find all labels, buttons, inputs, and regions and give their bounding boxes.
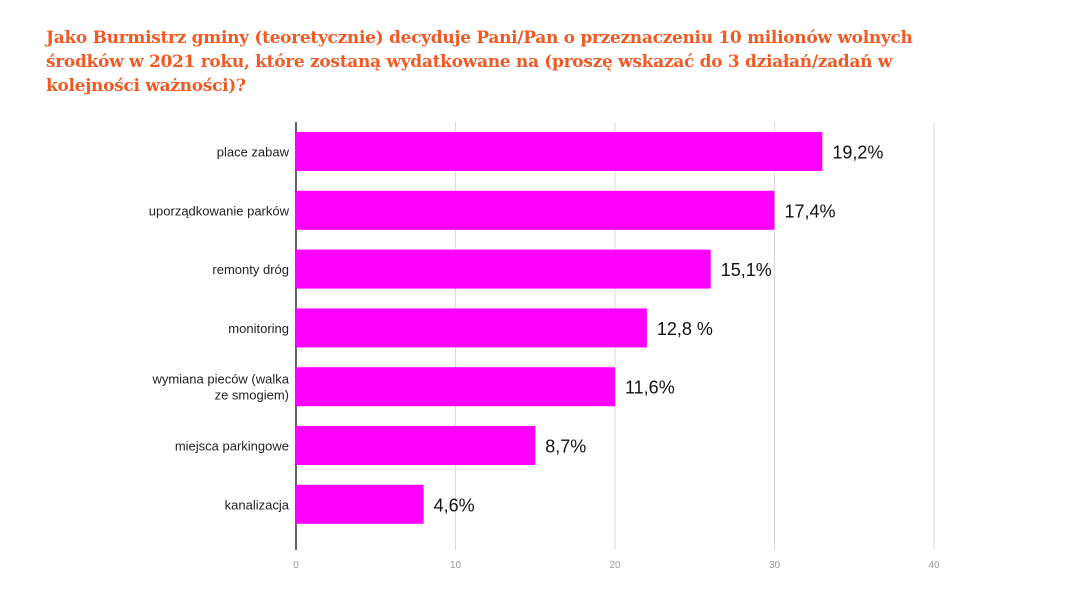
category-label: miejsca parkingowe	[175, 439, 289, 454]
bar	[296, 132, 823, 171]
chart-title-line-1: Jako Burmistrz gminy (teoretycznie) decy…	[46, 28, 913, 48]
data-label: 8,7%	[545, 437, 586, 457]
category-label: uporządkowanie parków	[149, 203, 290, 218]
category-label: wymiana pieców (walka	[151, 372, 289, 387]
category-label: remonty dróg	[212, 262, 289, 277]
bar	[296, 426, 536, 465]
bar	[296, 484, 424, 524]
data-label: 4,6%	[434, 495, 475, 515]
bar	[296, 249, 711, 289]
data-label: 15,1%	[721, 260, 772, 280]
chart-title: Jako Burmistrz gminy (teoretycznie) decy…	[46, 26, 1006, 98]
data-label: 11,6%	[625, 378, 675, 398]
data-label: 12,8 %	[657, 319, 713, 339]
chart-title-line-3: kolejności ważności)?	[46, 76, 246, 96]
x-tick-label: 40	[928, 560, 940, 571]
data-label: 19,2%	[832, 143, 883, 163]
bar	[296, 367, 615, 407]
data-label: 17,4%	[785, 201, 836, 221]
x-tick-label: 10	[450, 560, 462, 571]
category-label: kanalizacja	[225, 497, 290, 512]
bar	[296, 308, 647, 348]
bar	[296, 190, 775, 230]
category-label: place zabaw	[217, 145, 290, 160]
x-tick-label: 20	[609, 560, 621, 571]
category-label: monitoring	[228, 321, 289, 336]
chart-title-line-2: środków w 2021 roku, które zostaną wydat…	[46, 52, 893, 72]
x-tick-label: 30	[769, 560, 781, 571]
category-label: ze smogiem)	[215, 388, 289, 403]
x-tick-label: 0	[293, 560, 299, 571]
